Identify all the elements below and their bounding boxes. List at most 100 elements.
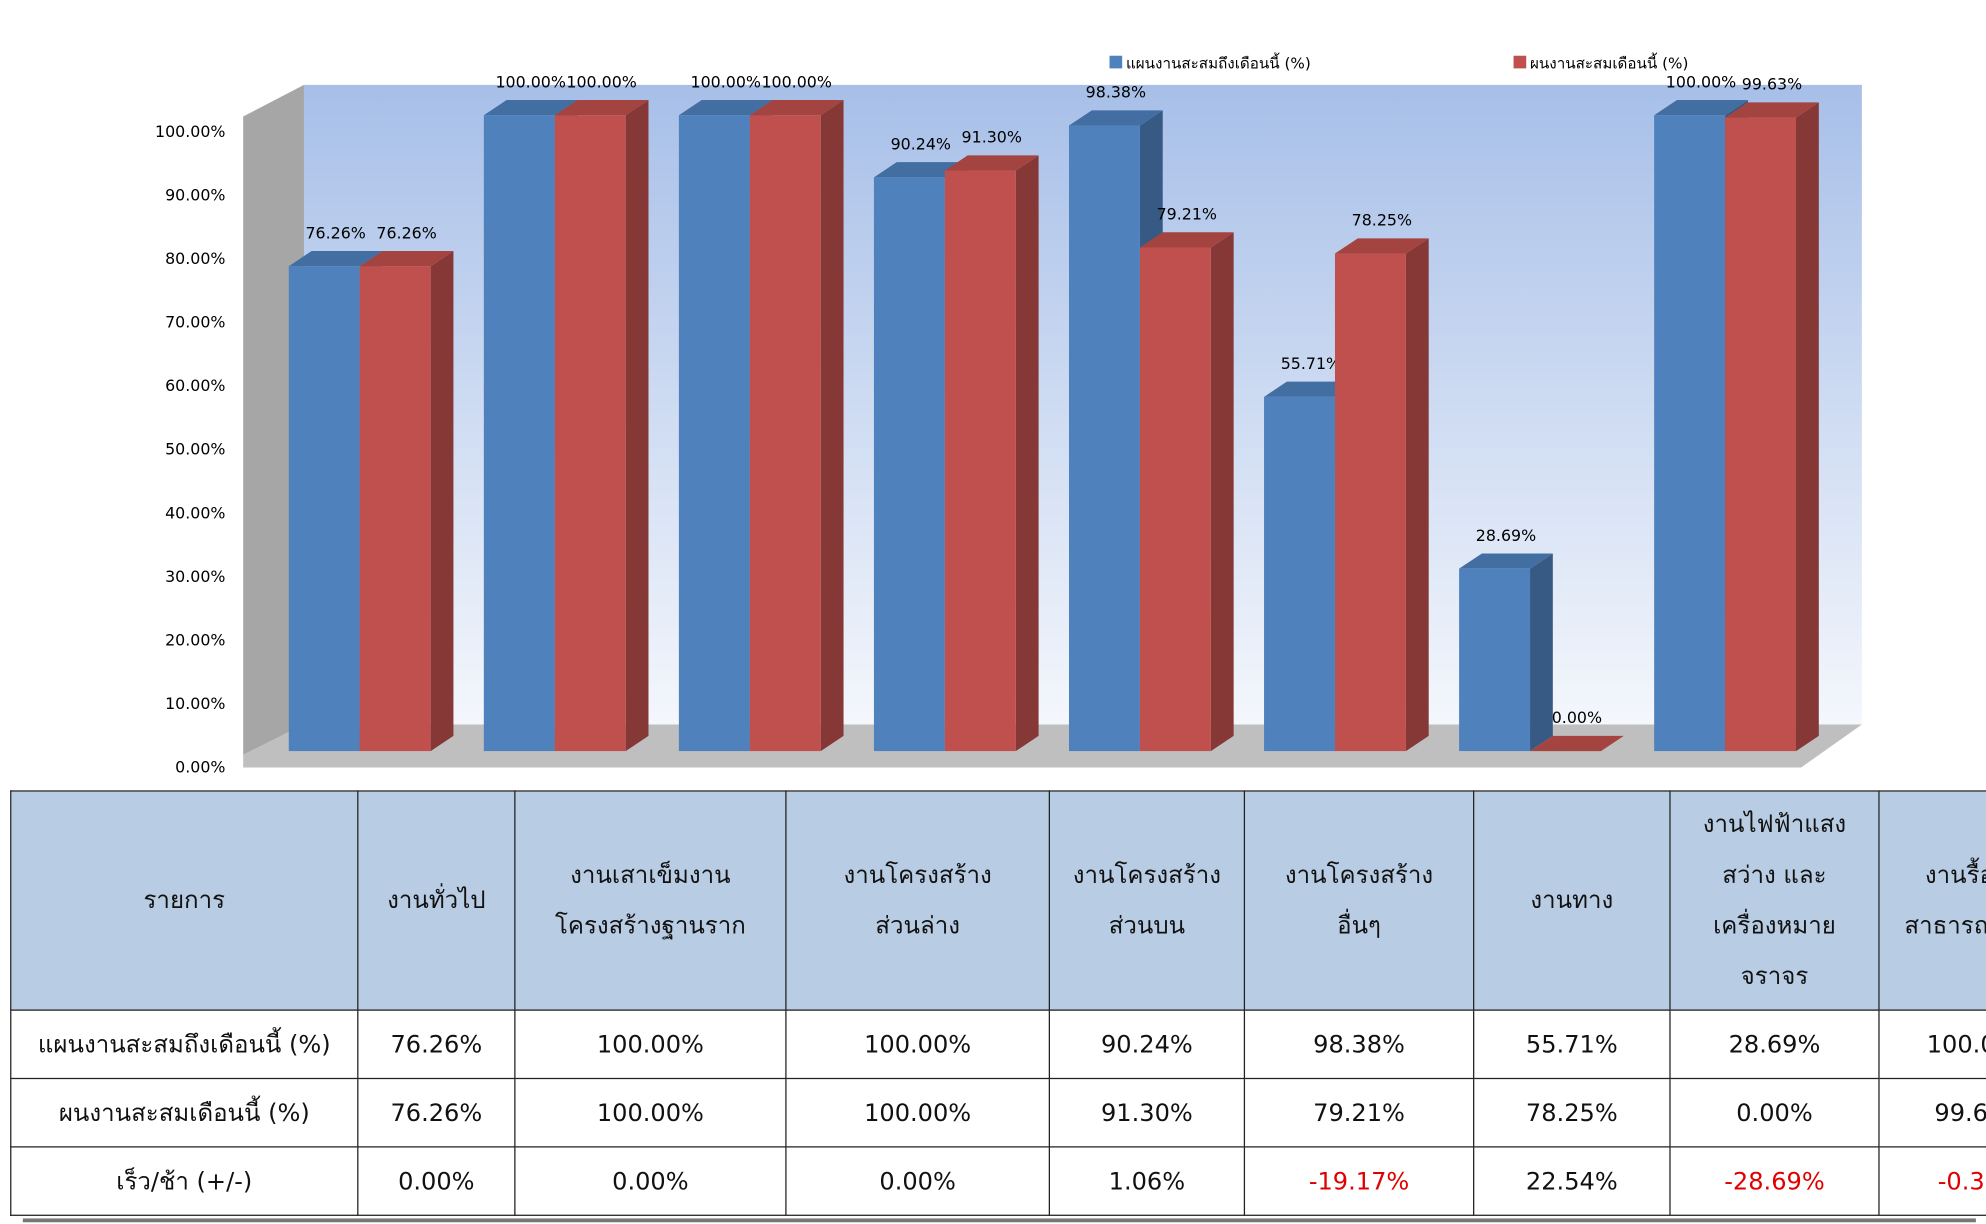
bar-side — [1796, 102, 1819, 752]
table-row: แผนงานสะสมถึงเดือนนี้ (%) 76.26% 100.00% 10… — [10, 1009, 1986, 1080]
bar-front — [944, 170, 1016, 752]
data-label: 76.26% — [376, 223, 436, 242]
y-tick-label: 10.00% — [165, 694, 225, 713]
bar-top — [554, 100, 649, 116]
bar-front — [483, 115, 555, 752]
data-label: 100.00% — [495, 72, 565, 91]
data-label: 90.24% — [891, 134, 951, 153]
bar: 0.00% — [1530, 708, 1624, 752]
table-cell: 22.54% — [1473, 1146, 1671, 1216]
bar-top — [944, 155, 1039, 171]
table-cell: 76.26% — [357, 1009, 516, 1080]
y-tick-label: 20.00% — [165, 630, 225, 649]
bar-chart-3d: 0.00% 10.00% 20.00% 30.00% 40.00% 50.00% 60.00… — [155, 52, 1862, 777]
table-cell: 0.00% — [785, 1146, 1050, 1216]
y-tick-label: 70.00% — [165, 313, 225, 332]
bar-front — [1334, 253, 1406, 752]
bar-front — [873, 177, 945, 752]
bar: 100.00% — [554, 72, 649, 752]
bar-side — [625, 100, 649, 752]
data-table: รายการ งานทั่วไป งานเสาเข็มงาน โครงสร้างฐา… — [10, 790, 1986, 1216]
column-header: งานโครงสร้าง ส่วนบน — [1048, 790, 1246, 1011]
data-label: 78.25% — [1352, 211, 1412, 230]
bar-front — [1459, 568, 1531, 752]
data-label: 99.63% — [1742, 75, 1802, 94]
bar: 76.26% — [359, 223, 454, 752]
table-cell: 100.00% — [1878, 1009, 1986, 1080]
divider — [22, 1218, 1976, 1223]
table-cell: 91.30% — [1048, 1077, 1246, 1148]
y-tick-label: 100.00% — [155, 122, 225, 141]
column-header: งานไฟฟ้าแสง สว่าง และ เครื่องหมาย จราจร — [1669, 790, 1880, 1011]
table-cell: 98.38% — [1243, 1009, 1475, 1080]
data-label: 100.00% — [1666, 72, 1736, 91]
bar-side — [1405, 238, 1429, 752]
bar: 28.69% — [1459, 526, 1553, 752]
table-cell: 55.71% — [1473, 1009, 1671, 1080]
bar: 78.25% — [1334, 211, 1429, 752]
bar-top — [359, 251, 454, 267]
bar: 91.30% — [944, 128, 1039, 752]
y-tick-label: 90.00% — [165, 185, 225, 204]
bar-top — [1459, 553, 1553, 569]
bar-front — [1654, 115, 1726, 752]
bar-front — [749, 115, 821, 752]
legend-swatch — [1513, 55, 1527, 69]
bar-top — [749, 100, 844, 116]
table-cell: 76.26% — [357, 1077, 516, 1148]
y-tick-label: 30.00% — [165, 567, 225, 586]
row-header-label: รายการ — [10, 790, 359, 1011]
bar-top — [678, 100, 773, 116]
table-cell: 100.00% — [785, 1009, 1050, 1080]
table-cell: 0.00% — [357, 1146, 516, 1216]
table-cell: 0.00% — [1669, 1077, 1880, 1148]
bar-front — [288, 266, 360, 752]
table-cell: -19.17% — [1243, 1146, 1475, 1216]
side-wall — [243, 84, 304, 755]
bar-top — [1725, 102, 1819, 118]
bar: 99.63% — [1725, 75, 1819, 752]
bar-top — [483, 100, 578, 116]
row-label: ผนงานสะสมเดือนนี้ (%) — [10, 1077, 359, 1148]
bar-front — [1264, 396, 1335, 752]
data-label: 55.71% — [1281, 354, 1341, 373]
table-cell: 90.24% — [1048, 1009, 1246, 1080]
bar-top — [1530, 735, 1624, 752]
data-label: 91.30% — [962, 128, 1022, 147]
bar-side — [1530, 553, 1553, 752]
table-cell: 99.63% — [1878, 1077, 1986, 1148]
bar-front — [678, 115, 750, 752]
table-cell: 100.00% — [785, 1077, 1050, 1148]
y-tick-label: 0.00% — [175, 758, 225, 777]
data-label: 98.38% — [1086, 83, 1146, 102]
data-label: 79.21% — [1157, 205, 1217, 224]
bar: 100.00% — [749, 72, 844, 752]
data-label: 0.00% — [1552, 708, 1602, 727]
bar-side — [1210, 232, 1234, 752]
column-header: งานรื้อย้าย สาธารณูปโภค — [1878, 790, 1986, 1011]
y-tick-label: 80.00% — [165, 249, 225, 268]
table-cell: 0.00% — [514, 1146, 787, 1216]
bar-front — [1139, 247, 1211, 752]
table-row: ผนงานสะสมเดือนนี้ (%) 76.26% 100.00% 100.00… — [10, 1077, 1986, 1148]
table-cell: 28.69% — [1669, 1009, 1880, 1080]
data-label: 76.26% — [305, 223, 365, 242]
row-label: เร็ว/ช้า (+/-) — [10, 1146, 359, 1216]
y-tick-label: 40.00% — [165, 503, 225, 522]
column-header: งานเสาเข็มงาน โครงสร้างฐานราก — [514, 790, 787, 1011]
data-label: 100.00% — [691, 72, 761, 91]
column-header: งานทาง — [1473, 790, 1671, 1011]
bar-top — [1139, 232, 1234, 248]
data-label: 100.00% — [566, 72, 636, 91]
bar: 79.21% — [1139, 205, 1234, 752]
legend-label: แผนงานสะสมถึงเดือนนี้ (%) — [1126, 52, 1311, 72]
data-label: 28.69% — [1476, 526, 1536, 545]
table-row: เร็ว/ช้า (+/-) 0.00% 0.00% 0.00% 1.06% -19.17… — [10, 1146, 1986, 1216]
bar-top — [1264, 381, 1358, 397]
row-label: แผนงานสะสมถึงเดือนนี้ (%) — [10, 1009, 359, 1080]
legend-label: ผนงานสะสมเดือนนี้ (%) — [1530, 52, 1688, 72]
bar-top — [288, 251, 383, 267]
table-cell: 79.21% — [1243, 1077, 1475, 1148]
table-cell: 78.25% — [1473, 1077, 1671, 1148]
